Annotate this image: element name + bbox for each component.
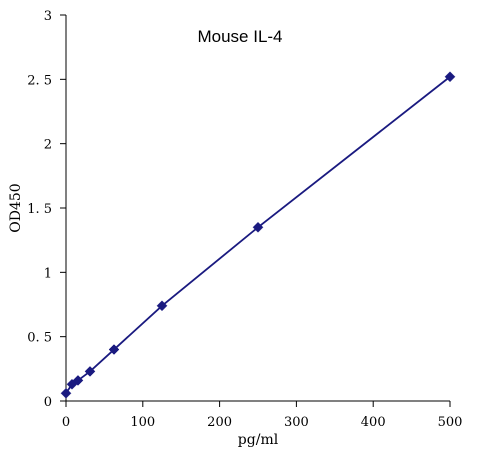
x-tick-label: 200	[207, 415, 232, 430]
x-tick-label: 500	[438, 415, 463, 430]
data-point-marker	[252, 221, 264, 233]
y-tick-label: 0	[44, 395, 52, 410]
data-point-marker	[156, 300, 168, 312]
data-point-marker	[108, 344, 120, 355]
series-layer	[60, 71, 456, 399]
data-point-marker	[72, 375, 84, 386]
series-line	[65, 76, 451, 394]
x-tick-label: 400	[361, 415, 386, 430]
axes: 0 0. 5 1 1. 5 2 2. 5 3 0 100 200 300 400 500	[27, 9, 462, 430]
data-point-marker	[60, 387, 72, 399]
y-tick-label: 0. 5	[27, 331, 52, 346]
chart-title: Mouse IL-4	[197, 27, 282, 46]
y-tick-label: 2. 5	[27, 73, 52, 88]
y-tick-label: 1	[44, 266, 52, 281]
x-tick-label: 0	[62, 415, 70, 430]
data-point-marker	[444, 71, 456, 83]
y-tick-label: 1. 5	[27, 202, 52, 217]
x-tick-label: 100	[130, 415, 155, 430]
y-tick-label: 3	[44, 9, 52, 24]
x-axis-label: pg/ml	[238, 432, 279, 448]
y-tick-label: 2	[44, 138, 52, 153]
y-axis-label: OD450	[8, 183, 24, 232]
x-tick-label: 300	[284, 415, 309, 430]
data-point-marker	[84, 366, 96, 377]
